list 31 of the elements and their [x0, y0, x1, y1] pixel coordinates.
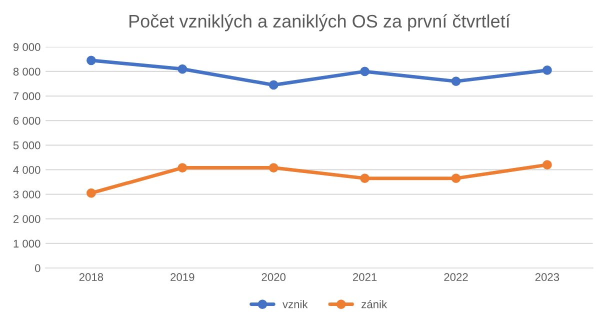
x-tick-label: 2023 — [535, 273, 560, 282]
y-tick-label: 6 000 — [14, 116, 40, 125]
point — [451, 76, 461, 86]
legend-label: zánik — [362, 300, 388, 308]
y-tick-label: 5 000 — [13, 141, 40, 150]
point — [542, 160, 552, 170]
point — [268, 80, 278, 90]
x-tick-label: 2022 — [444, 273, 468, 282]
point — [86, 56, 96, 66]
chart-title: Počet vzniklých a zaniklých OS za první čtvrtletí — [130, 14, 510, 32]
x-tick-label: 2020 — [262, 273, 286, 282]
point — [360, 174, 370, 184]
x-tick-label: 2021 — [353, 273, 377, 282]
x-tick-label: 2019 — [170, 273, 194, 282]
point — [542, 66, 552, 75]
y-tick-label: 0 — [34, 264, 40, 272]
y-tick-label: 3 000 — [13, 190, 40, 198]
y-tick-label: 2 000 — [13, 215, 40, 223]
point — [360, 66, 370, 76]
y-tick-label: 1 000 — [14, 240, 40, 248]
y-tick-label: 4 000 — [13, 166, 40, 174]
y-tick-label: 9 000 — [13, 43, 40, 52]
x-tick-label: 2018 — [79, 273, 104, 282]
point — [451, 174, 461, 184]
point — [178, 64, 188, 74]
y-tick-label: 7 000 — [14, 92, 40, 100]
legend-label: vznik — [282, 300, 308, 308]
point — [268, 163, 278, 172]
point — [178, 163, 188, 172]
point — [86, 188, 96, 198]
y-tick-label: 8 000 — [13, 68, 40, 76]
